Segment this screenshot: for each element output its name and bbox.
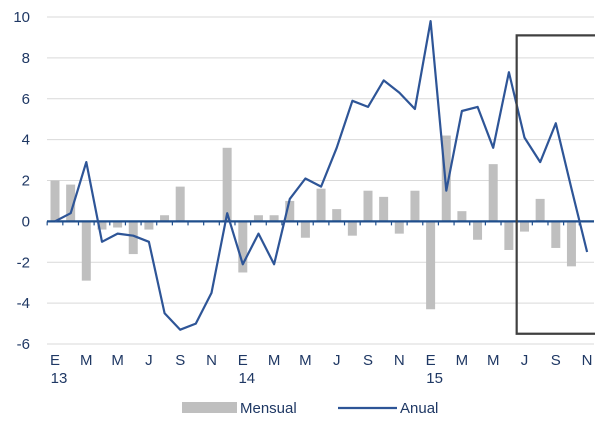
mensual-bar: [488, 164, 498, 222]
mensual-bar: [128, 221, 138, 255]
x-tick-label: J: [333, 352, 341, 369]
y-tick-label: 2: [22, 173, 30, 190]
legend-mensual-swatch: [182, 402, 237, 413]
x-tick-label: E: [50, 352, 60, 369]
y-tick-label: -4: [17, 295, 30, 312]
mensual-bar: [332, 209, 342, 222]
y-tick-label: -6: [17, 336, 30, 353]
mensual-bar: [97, 221, 107, 230]
mensual-bar: [66, 184, 76, 222]
mensual-bar: [285, 200, 295, 222]
y-tick-label: 6: [22, 91, 30, 108]
y-tick-label: 8: [22, 50, 30, 67]
x-tick-label: M: [268, 352, 281, 369]
mensual-bar: [520, 221, 529, 232]
mensual-bar: [113, 221, 123, 228]
mensual-bar: [81, 221, 91, 281]
mensual-bar: [394, 221, 404, 234]
x-tick-label: S: [363, 352, 373, 369]
x-tick-label: E: [238, 352, 248, 369]
x-tick-label: M: [456, 352, 469, 369]
x-tick-label: N: [394, 352, 405, 369]
x-tick-label: S: [551, 352, 561, 369]
legend-anual-label: Anual: [400, 400, 438, 417]
highlight-box-group: [515, 34, 595, 335]
mensual-bars: [50, 135, 576, 310]
x-tick-label: E: [426, 352, 436, 369]
mensual-bar: [363, 190, 373, 222]
y-tick-label: 4: [22, 132, 30, 149]
x-tick-label: M: [299, 352, 312, 369]
mensual-bar: [175, 186, 185, 222]
x-tick-label: J: [145, 352, 153, 369]
anual-line-group: [54, 20, 589, 331]
mensual-bar: [269, 215, 279, 222]
mensual-bar: [410, 190, 420, 222]
mensual-bar: [160, 215, 170, 222]
mensual-bar: [566, 221, 576, 267]
mensual-bar: [457, 211, 467, 222]
mensual-bar: [50, 180, 60, 222]
legend-mensual-label: Mensual: [240, 400, 297, 417]
mensual-bar: [253, 215, 263, 222]
x-tick-label: N: [206, 352, 217, 369]
x-tick-label: M: [80, 352, 93, 369]
x-year-label: 14: [238, 370, 255, 387]
x-tick-label: M: [111, 352, 124, 369]
mensual-bar: [379, 196, 389, 222]
mensual-bar: [222, 147, 232, 222]
mensual-bar: [473, 221, 483, 240]
y-tick-label: 10: [13, 9, 30, 26]
mensual-bar: [238, 221, 248, 273]
x-tick-label: N: [582, 352, 593, 369]
mensual-bar: [300, 221, 310, 238]
mensual-bar: [504, 221, 514, 250]
legend: Mensual Anual: [182, 400, 438, 417]
anual-line: [54, 20, 589, 331]
y-tick-label: -2: [17, 254, 30, 271]
x-tick-label: M: [487, 352, 500, 369]
mensual-bar: [316, 188, 326, 222]
gridlines: [47, 16, 594, 345]
mensual-bar: [535, 198, 545, 222]
x-year-label: 13: [51, 370, 68, 387]
y-axis-labels: -6 -4 -2 0 2 4 6 8 10: [13, 9, 30, 353]
mensual-bar: [551, 221, 561, 248]
y-tick-label: 0: [22, 213, 30, 230]
mensual-bar: [144, 221, 154, 230]
mensual-bar: [347, 221, 357, 236]
x-tick-label: S: [175, 352, 185, 369]
x-tick-label: J: [521, 352, 529, 369]
mensual-bar: [426, 221, 436, 310]
highlight-box: [515, 34, 595, 335]
x-year-label: 15: [426, 370, 443, 387]
